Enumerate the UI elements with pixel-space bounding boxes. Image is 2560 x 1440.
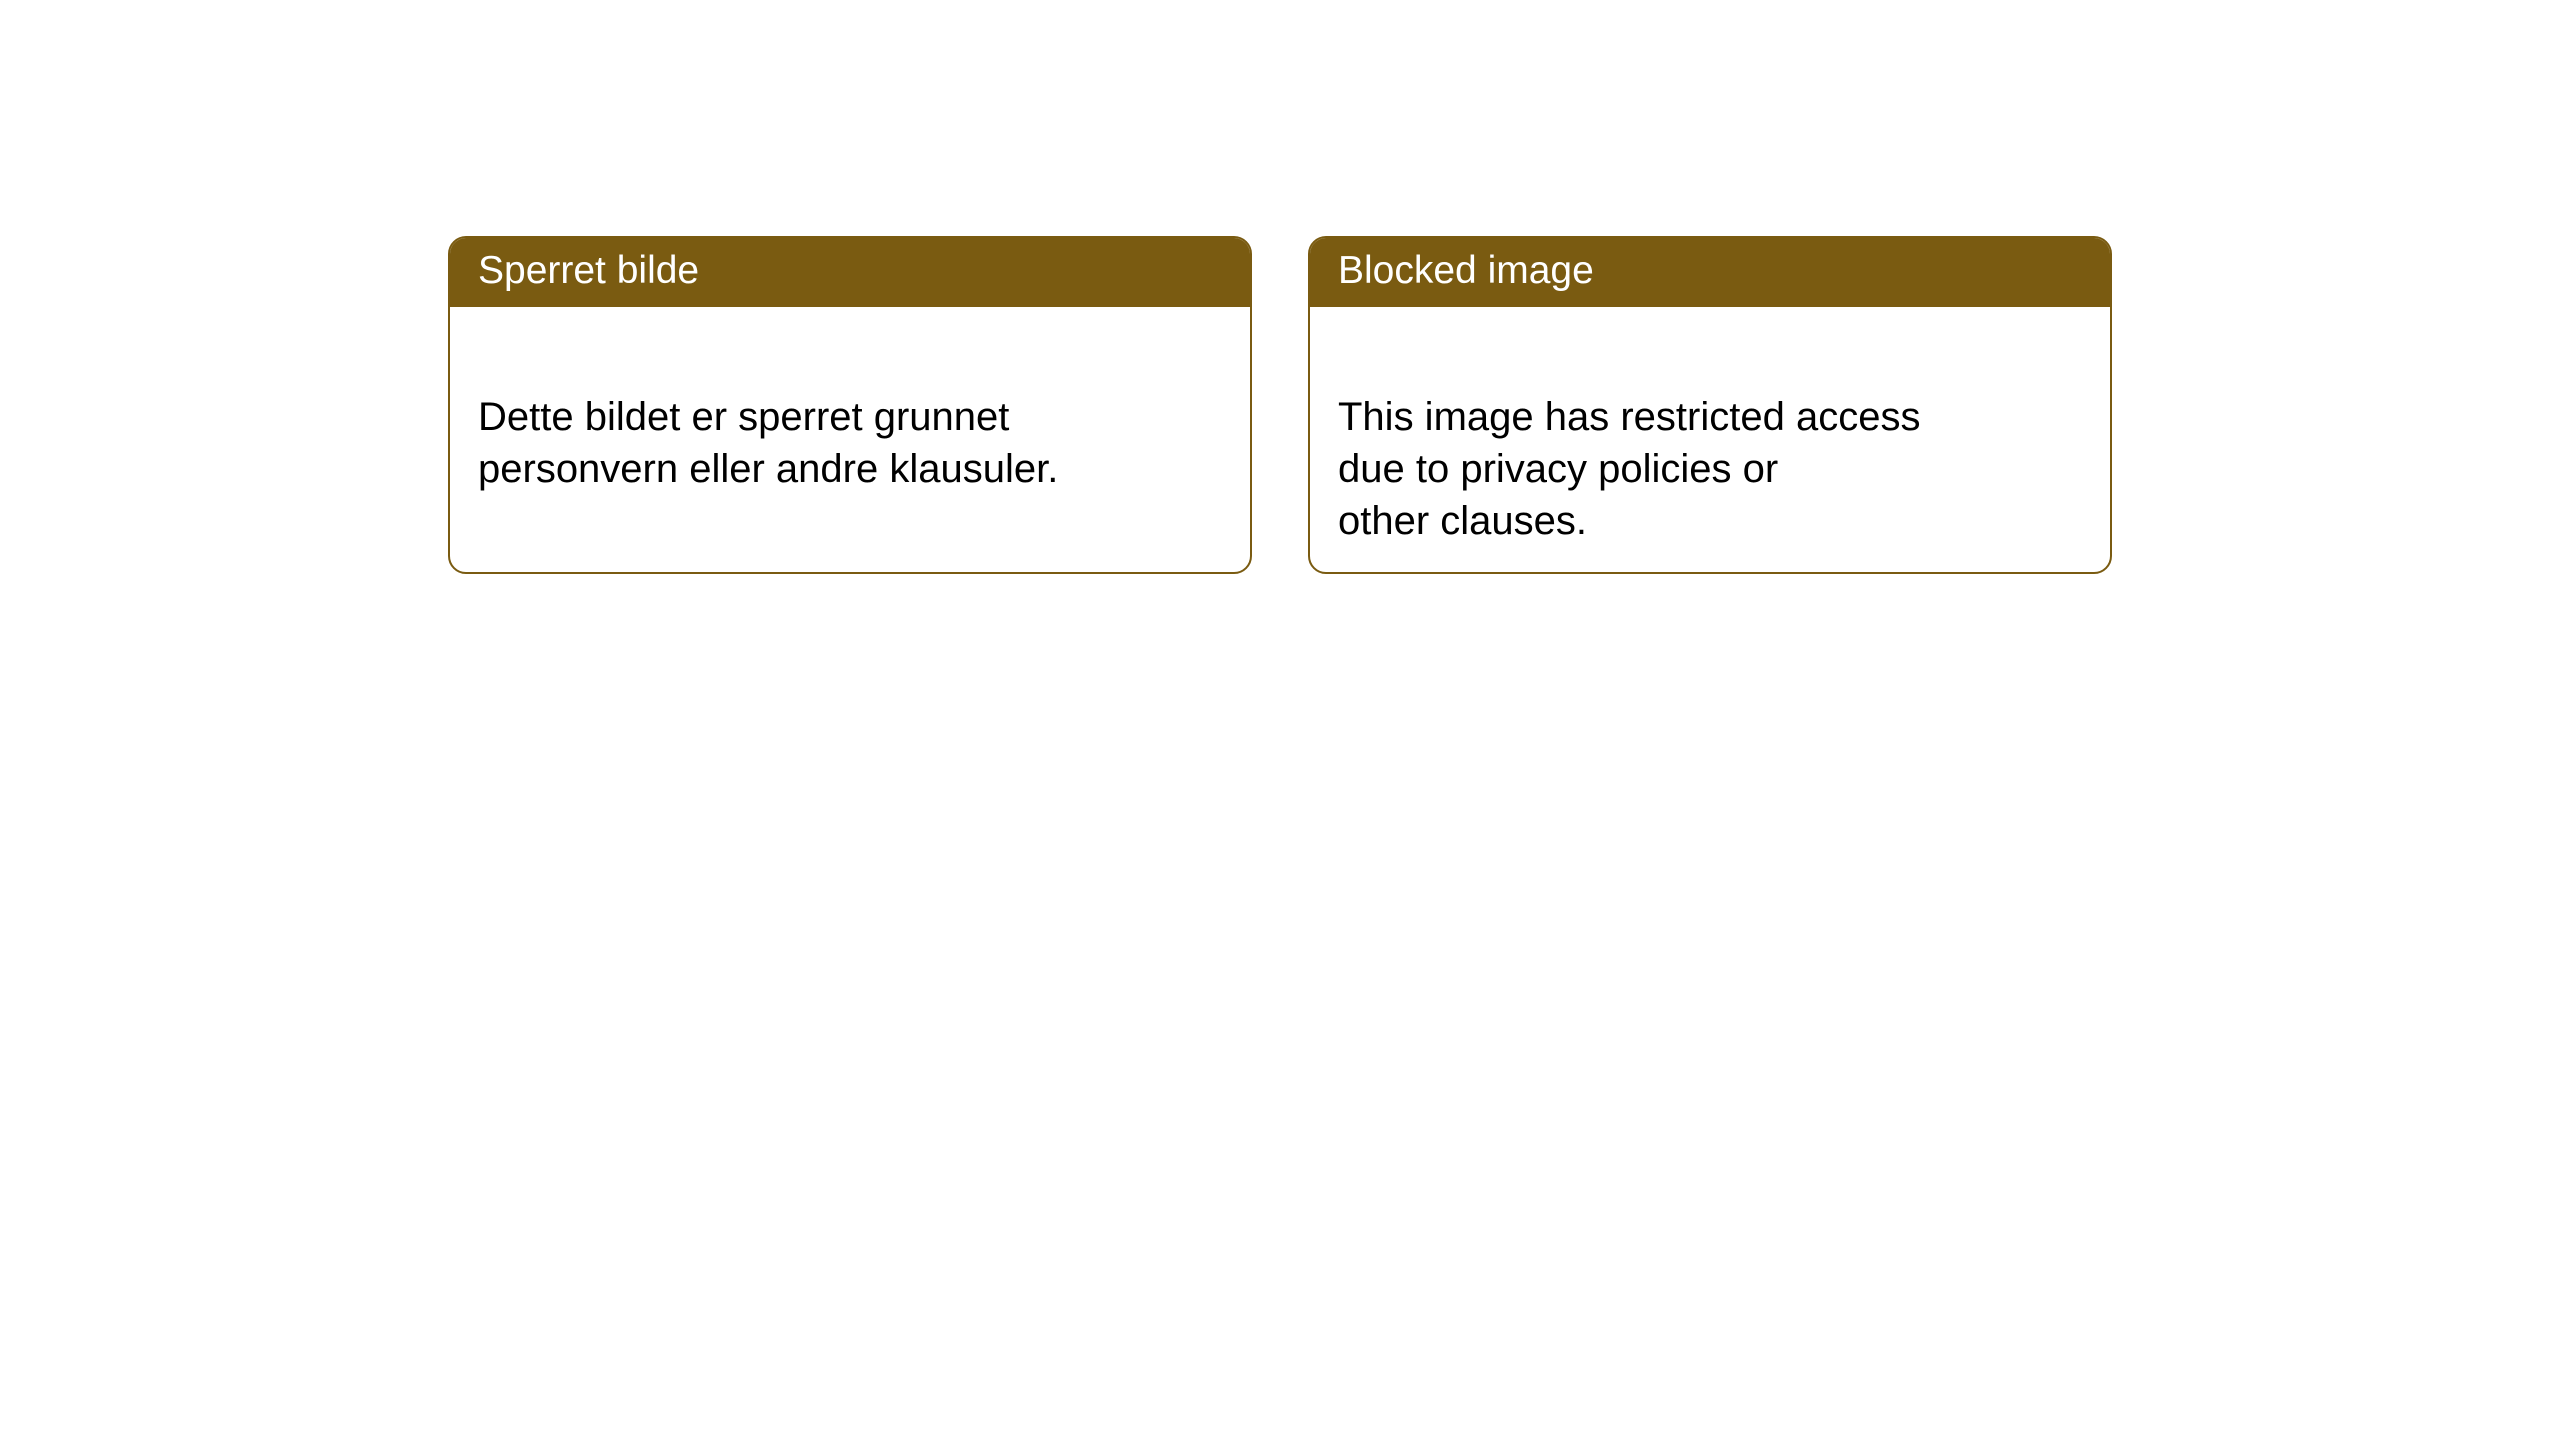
notice-container: Sperret bilde Dette bildet er sperret gr… bbox=[0, 0, 2560, 574]
card-body-text: Dette bildet er sperret grunnet personve… bbox=[478, 395, 1058, 491]
card-header: Blocked image bbox=[1310, 238, 2110, 307]
card-body: Dette bildet er sperret grunnet personve… bbox=[450, 307, 1250, 527]
card-title: Sperret bilde bbox=[478, 249, 699, 292]
card-body-text: This image has restricted access due to … bbox=[1338, 395, 1920, 543]
blocked-image-card-no: Sperret bilde Dette bildet er sperret gr… bbox=[448, 236, 1252, 574]
card-body: This image has restricted access due to … bbox=[1310, 307, 2110, 574]
card-header: Sperret bilde bbox=[450, 238, 1250, 307]
card-title: Blocked image bbox=[1338, 249, 1594, 292]
blocked-image-card-en: Blocked image This image has restricted … bbox=[1308, 236, 2112, 574]
